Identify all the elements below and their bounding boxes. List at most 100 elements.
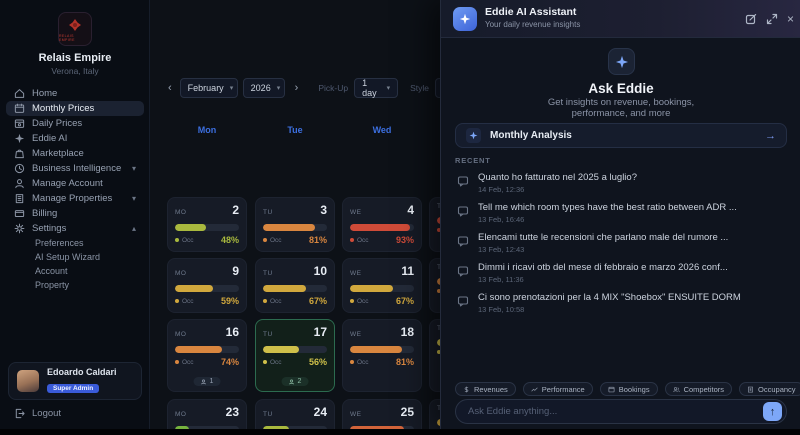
avatar (17, 370, 39, 392)
occupancy-bar (350, 346, 414, 353)
year-dropdown[interactable]: 2026 ▾ (242, 78, 285, 98)
chip-revenues[interactable]: Revenues (455, 382, 516, 396)
prev-month-button[interactable]: ‹ (168, 82, 172, 94)
nav-sub-label: Preferences (35, 238, 84, 248)
expand-icon[interactable] (765, 12, 778, 25)
sidebar-item-account[interactable]: Account (6, 264, 144, 278)
sidebar-item-monthly-prices[interactable]: Monthly Prices (6, 101, 144, 116)
chevron-down-icon: ▾ (131, 164, 136, 173)
caret-down-icon: ▾ (276, 85, 281, 92)
calendar-icon (608, 386, 615, 392)
sparkle-icon (14, 133, 25, 144)
month-dropdown[interactable]: February ▾ (179, 78, 238, 98)
sidebar-item-eddie-ai[interactable]: Eddie AI (6, 131, 144, 146)
day-cell-18[interactable]: WE 18 Occ 81% (342, 319, 422, 392)
occ-label: Occ (270, 236, 282, 244)
day-cell-17-selected[interactable]: TU 17 Occ 56% 2 (255, 319, 335, 392)
monthly-analysis-button[interactable]: Monthly Analysis → (455, 123, 787, 148)
day-cell-10[interactable]: TU 10 Occ 67% (255, 258, 335, 313)
occ-percent: 81% (395, 357, 414, 367)
occ-label: Occ (357, 236, 369, 244)
chip-performance[interactable]: Performance (522, 382, 593, 396)
occupancy-bar (175, 285, 239, 292)
occupancy-bar (263, 346, 327, 353)
subtitle-line2: performance, and more (571, 108, 671, 119)
day-number: 9 (232, 264, 239, 278)
nav-label: Settings (32, 223, 67, 234)
chip-occupancy[interactable]: Occupancy (739, 382, 800, 396)
day-cell-2[interactable]: MO 2 Occ 48% (167, 197, 247, 252)
day-number: 10 (313, 264, 327, 278)
day-cell-11[interactable]: WE 11 Occ 67% (342, 258, 422, 313)
suggestion-chips: Revenues Performance Bookings Competitor… (455, 382, 800, 396)
new-chat-icon[interactable] (744, 12, 757, 25)
day-cell-16[interactable]: MO 16 Occ 74% 1 (167, 319, 247, 392)
next-month-button[interactable]: › (294, 82, 299, 94)
day-number: 4 (407, 203, 414, 217)
sidebar-item-settings[interactable]: Settings ▴ (6, 221, 144, 236)
monthly-calendar-icon (14, 103, 25, 114)
user-card[interactable]: Edoardo Caldari Super Admin (8, 362, 142, 400)
building-icon (748, 386, 753, 392)
logout-button[interactable]: Logout (14, 408, 61, 419)
style-label: Style (410, 83, 430, 93)
panel-subtitle: Your daily revenue insights (485, 20, 581, 29)
chip-label: Performance (541, 384, 585, 394)
chat-bubble-icon (457, 264, 469, 288)
recent-chat-item[interactable]: Quanto ho fatturato nel 2025 a luglio? 1… (451, 172, 791, 198)
sidebar-item-daily-prices[interactable]: Daily Prices (6, 116, 144, 131)
sidebar-item-marketplace[interactable]: Marketplace (6, 146, 144, 161)
role-badge: Super Admin (47, 384, 100, 393)
crest-icon (69, 18, 81, 31)
monthly-analysis-label: Monthly Analysis (490, 130, 572, 141)
day-cell-9[interactable]: MO 9 Occ 59% (167, 258, 247, 313)
close-icon[interactable]: × (786, 11, 794, 26)
sidebar: RELAIS EMPIRE Relais Empire Verona, Ital… (0, 0, 150, 435)
chip-bookings[interactable]: Bookings (599, 382, 658, 396)
sidebar-item-property[interactable]: Property (6, 278, 144, 292)
ask-eddie-title: Ask Eddie (588, 81, 654, 96)
chat-bubble-icon (457, 204, 469, 228)
day-abbrev: WE (350, 411, 362, 418)
ask-eddie-subtitle: Get insights on revenue, bookings, perfo… (441, 97, 800, 119)
trend-icon (531, 387, 538, 391)
pickup-dropdown[interactable]: 1 day ▾ (354, 78, 399, 98)
recent-chat-item[interactable]: Ci sono prenotazioni per la 4 MIX "Shoeb… (451, 292, 791, 318)
day-cell-4[interactable]: WE 4 Occ 93% (342, 197, 422, 252)
month-value: February (187, 83, 224, 93)
occ-label: Occ (270, 297, 282, 305)
sidebar-item-ai-setup-wizard[interactable]: AI Setup Wizard (6, 250, 144, 264)
chat-time: 13 Feb, 12:43 (478, 245, 525, 254)
sidebar-item-business-intelligence[interactable]: Business Intelligence ▾ (6, 161, 144, 176)
building-icon (14, 193, 25, 204)
recent-chat-item[interactable]: Elencami tutte le recensioni che parlano… (451, 232, 791, 258)
sidebar-item-manage-account[interactable]: Manage Account (6, 176, 144, 191)
day-cell-3[interactable]: TU 3 Occ 81% (255, 197, 335, 252)
chat-bubble-icon (457, 294, 469, 318)
sidebar-item-manage-properties[interactable]: Manage Properties ▾ (6, 191, 144, 206)
nav-label: Daily Prices (32, 118, 83, 129)
pickup-value: 1 day (362, 78, 377, 98)
recent-chat-item[interactable]: Dimmi i ricavi otb del mese di febbraio … (451, 262, 791, 288)
chip-competitors[interactable]: Competitors (664, 382, 733, 396)
recent-chat-item[interactable]: Tell me which room types have the best r… (451, 202, 791, 228)
chat-time: 13 Feb, 11:36 (478, 275, 524, 284)
weekday-header-tue: Tue (287, 125, 303, 135)
day-number: 11 (401, 264, 414, 278)
occ-label: Occ (182, 236, 194, 244)
sidebar-item-preferences[interactable]: Preferences (6, 236, 144, 250)
gear-icon (14, 223, 25, 234)
day-number: 2 (232, 203, 239, 217)
occ-percent: 48% (220, 235, 239, 245)
day-number: 24 (313, 405, 327, 419)
logout-label: Logout (32, 408, 62, 419)
ask-eddie-input[interactable] (455, 399, 787, 424)
send-button[interactable]: ↑ (763, 402, 782, 421)
chat-title: Elencami tutte le recensioni che parlano… (478, 232, 729, 243)
home-icon (14, 88, 25, 99)
sidebar-item-billing[interactable]: Billing (6, 206, 144, 221)
property-logo: RELAIS EMPIRE (58, 12, 92, 46)
day-abbrev: WE (350, 331, 362, 338)
sidebar-item-home[interactable]: Home (6, 86, 144, 101)
